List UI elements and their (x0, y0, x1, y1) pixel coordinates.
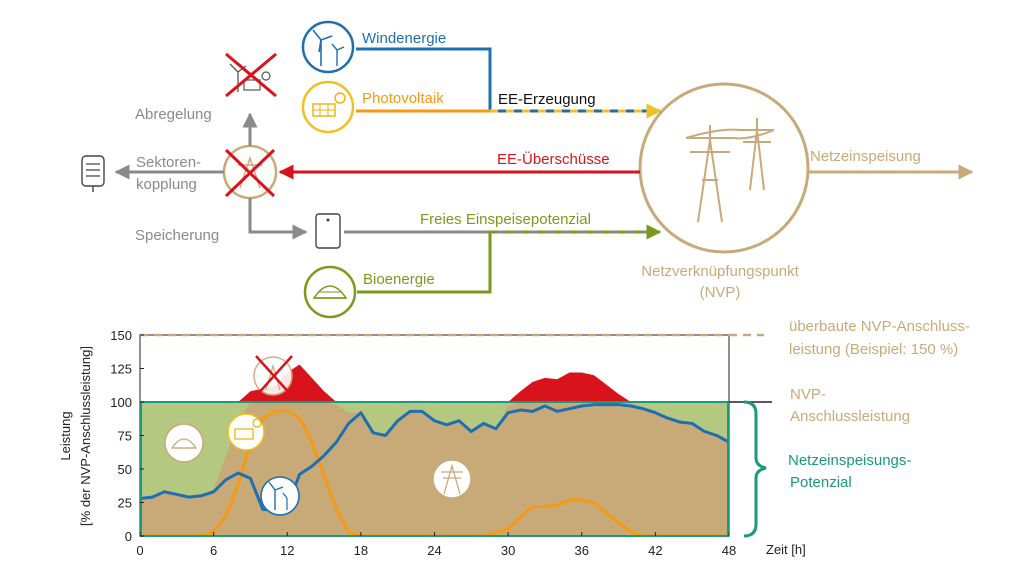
pv-source-icon (301, 80, 355, 134)
x-tick-label: 30 (501, 543, 515, 558)
heater-icon (81, 155, 105, 192)
bioenergy-label: Bioenergie (363, 271, 435, 288)
battery-icon (315, 213, 341, 249)
wind-flow-line (356, 47, 492, 110)
x-tick-label: 6 (210, 543, 217, 558)
feed-potential-bracket (743, 400, 767, 538)
wind-series-line (140, 403, 729, 513)
overbuilt-label-2: leistung (Beispiel: 150 %) (789, 341, 958, 358)
feed-potential-label-2: Potenzial (790, 474, 852, 491)
sector-coupling-label-2: kopplung (136, 176, 197, 193)
chart: 0 6 12 18 24 30 36 42 48 0 25 50 75 100 125 150 (58, 318, 970, 558)
ee-generation-label: EE-Erzeugung (498, 91, 596, 108)
y-tick-label: 100 (110, 395, 132, 410)
curtailment-icon (225, 52, 277, 98)
storage-label: Speicherung (135, 227, 219, 244)
y-tick-label: 150 (110, 328, 132, 343)
wind-label: Windenergie (362, 30, 446, 47)
sector-coupling-node-icon (222, 144, 278, 200)
curtailment-label: Abregelung (135, 106, 212, 123)
overbuilt-label-1: überbaute NVP-Anschluss- (789, 318, 970, 335)
nvp-label-line1: Netzverknüpfungspunkt (641, 263, 799, 280)
pv-series-line (140, 408, 729, 536)
x-tick-label: 42 (648, 543, 662, 558)
x-tick-label: 24 (427, 543, 441, 558)
storage-arrow (248, 198, 308, 240)
y-tick-label: 50 (118, 462, 132, 477)
x-tick-label: 18 (354, 543, 368, 558)
bioenergy-flow-line (357, 232, 492, 294)
nvp-label-line2: (NVP) (700, 284, 741, 301)
x-tick-label: 48 (722, 543, 736, 558)
feed-potential-label-1: Netzeinspeisungs- (788, 452, 911, 469)
bioenergy-source-icon (303, 265, 357, 319)
x-tick-label: 12 (280, 543, 294, 558)
flow-diagram: Windenergie Photovoltaik EE-Erzeugung (81, 20, 974, 319)
chart-pv-icon (227, 413, 265, 451)
y-tick-label: 25 (118, 496, 132, 511)
y-tick-label: 125 (110, 362, 132, 377)
nvp-circle (638, 82, 810, 254)
sector-coupling-label-1: Sektoren- (136, 154, 201, 171)
pv-label: Photovoltaik (362, 90, 444, 107)
x-axis-label: Zeit [h] (766, 542, 806, 557)
nvp-capacity-label-1: NVP- (790, 386, 826, 403)
chart-bioenergy-icon (164, 423, 204, 463)
nvp-capacity-label-2: Anschlussleistung (790, 408, 910, 425)
ee-surplus-label: EE-Überschüsse (497, 150, 610, 168)
y-axis-label-1: Leistung (58, 411, 73, 460)
x-tick-label: 0 (136, 543, 143, 558)
chart-pylon-icon (432, 459, 472, 499)
y-tick-label: 75 (118, 429, 132, 444)
chart-wind-icon (260, 476, 300, 516)
y-axis-label-2: [% der NVP-Anschlussleistung] (78, 346, 93, 526)
x-tick-label: 36 (575, 543, 589, 558)
pylon-icon (685, 118, 775, 223)
free-potential-label: Freies Einspeisepotenzial (420, 211, 591, 228)
y-tick-label: 0 (125, 529, 132, 544)
chart-curtailment-icon (253, 355, 293, 397)
grid-feed-label: Netzeinspeisung (810, 148, 921, 165)
wind-source-icon (301, 20, 355, 74)
